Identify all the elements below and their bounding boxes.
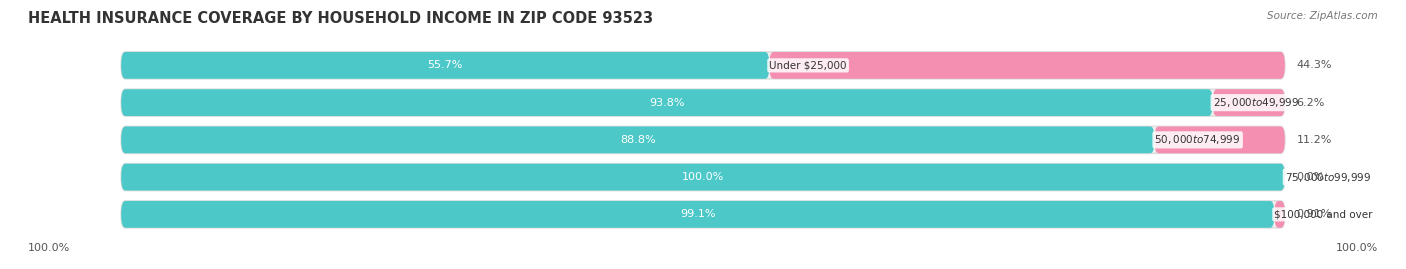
FancyBboxPatch shape bbox=[121, 89, 1212, 116]
FancyBboxPatch shape bbox=[121, 126, 1154, 153]
FancyBboxPatch shape bbox=[1154, 126, 1285, 153]
Text: $75,000 to $99,999: $75,000 to $99,999 bbox=[1285, 171, 1371, 184]
Text: 0.91%: 0.91% bbox=[1296, 209, 1331, 220]
Text: $50,000 to $74,999: $50,000 to $74,999 bbox=[1154, 133, 1240, 146]
Text: 88.8%: 88.8% bbox=[620, 135, 655, 145]
Text: 100.0%: 100.0% bbox=[28, 243, 70, 253]
FancyBboxPatch shape bbox=[769, 52, 1285, 79]
FancyBboxPatch shape bbox=[121, 164, 1285, 190]
Text: 55.7%: 55.7% bbox=[427, 60, 463, 70]
FancyBboxPatch shape bbox=[1212, 89, 1285, 116]
FancyBboxPatch shape bbox=[1274, 201, 1285, 228]
Text: HEALTH INSURANCE COVERAGE BY HOUSEHOLD INCOME IN ZIP CODE 93523: HEALTH INSURANCE COVERAGE BY HOUSEHOLD I… bbox=[28, 11, 654, 26]
FancyBboxPatch shape bbox=[121, 52, 1285, 79]
Text: 0.0%: 0.0% bbox=[1296, 172, 1324, 182]
Text: $100,000 and over: $100,000 and over bbox=[1274, 209, 1372, 220]
FancyBboxPatch shape bbox=[121, 201, 1285, 228]
Text: Under $25,000: Under $25,000 bbox=[769, 60, 846, 70]
FancyBboxPatch shape bbox=[121, 89, 1285, 116]
Text: 99.1%: 99.1% bbox=[681, 209, 716, 220]
Text: 11.2%: 11.2% bbox=[1296, 135, 1331, 145]
Text: $25,000 to $49,999: $25,000 to $49,999 bbox=[1212, 96, 1299, 109]
Text: 100.0%: 100.0% bbox=[682, 172, 724, 182]
Text: 100.0%: 100.0% bbox=[1336, 243, 1378, 253]
FancyBboxPatch shape bbox=[121, 164, 1285, 190]
FancyBboxPatch shape bbox=[121, 126, 1285, 153]
FancyBboxPatch shape bbox=[121, 52, 769, 79]
Text: Source: ZipAtlas.com: Source: ZipAtlas.com bbox=[1267, 11, 1378, 21]
Text: 6.2%: 6.2% bbox=[1296, 98, 1324, 108]
FancyBboxPatch shape bbox=[121, 201, 1274, 228]
Text: 44.3%: 44.3% bbox=[1296, 60, 1331, 70]
Text: 93.8%: 93.8% bbox=[650, 98, 685, 108]
